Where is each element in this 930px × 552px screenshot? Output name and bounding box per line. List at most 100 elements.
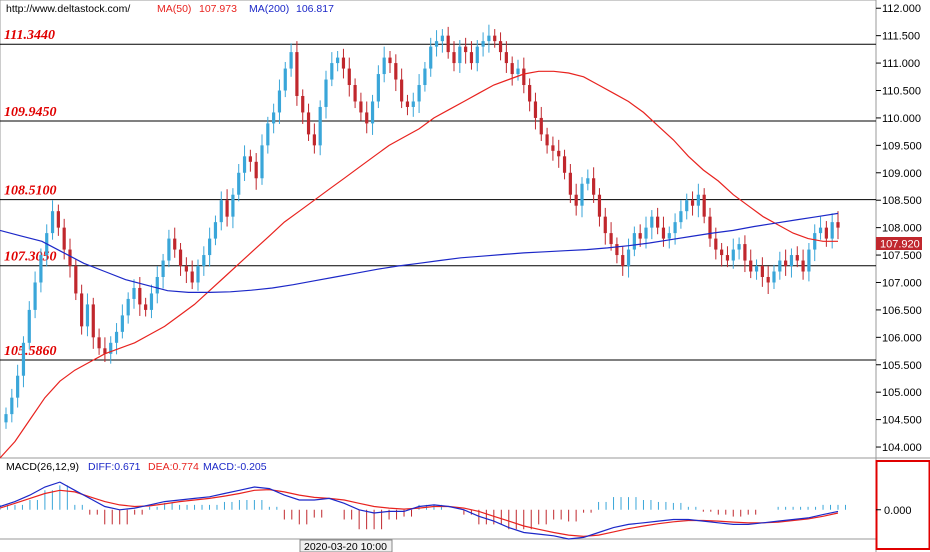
- candle: [225, 189, 229, 227]
- candle-body: [85, 304, 90, 327]
- candle-body: [766, 276, 770, 283]
- y-tick-label: 107.500: [882, 250, 922, 262]
- candle-body: [725, 255, 730, 261]
- candle-body: [16, 375, 20, 398]
- candle-body: [347, 68, 351, 86]
- candle-body: [109, 342, 113, 354]
- candle: [656, 207, 660, 235]
- candle: [306, 103, 311, 141]
- candle: [737, 237, 741, 260]
- y-tick-label: 105.500: [882, 360, 922, 372]
- candle: [196, 259, 200, 291]
- candle: [353, 78, 357, 109]
- candle-body: [97, 337, 101, 349]
- level-label: 105.5860: [4, 344, 57, 359]
- candle: [318, 100, 322, 156]
- candle: [568, 164, 572, 203]
- candle-body: [533, 101, 538, 118]
- candle: [592, 167, 596, 203]
- candle-body: [818, 227, 823, 234]
- candle: [446, 26, 450, 59]
- candle: [295, 41, 299, 106]
- macd-dea-label: DEA:0.774: [148, 461, 199, 473]
- candle: [801, 249, 805, 280]
- candle: [632, 226, 636, 257]
- candle: [498, 32, 503, 61]
- candle: [405, 94, 410, 116]
- candle: [836, 211, 840, 240]
- candle: [411, 92, 415, 117]
- candle: [324, 70, 328, 119]
- candle-body: [434, 41, 439, 47]
- candle: [173, 227, 177, 258]
- candle-body: [690, 200, 695, 206]
- candle-body: [306, 112, 311, 135]
- level-label: 111.3440: [4, 28, 55, 43]
- candle-body: [807, 249, 811, 272]
- candle-body: [813, 233, 817, 250]
- candle-body: [708, 216, 712, 239]
- candle: [429, 37, 433, 77]
- candle-body: [74, 266, 78, 294]
- current-price-tag: [876, 237, 922, 250]
- candle: [184, 257, 188, 284]
- candle-body: [242, 156, 247, 173]
- candle: [231, 188, 235, 229]
- y-tick-label: 111.500: [882, 31, 920, 43]
- candle: [359, 92, 363, 121]
- candle-body: [114, 331, 119, 343]
- candle-body: [161, 260, 165, 277]
- candle-body: [516, 68, 520, 75]
- candle: [557, 139, 561, 168]
- candle-body: [754, 266, 759, 272]
- candle: [522, 57, 526, 94]
- candle-body: [667, 233, 671, 239]
- candle: [690, 191, 695, 216]
- candle-body: [784, 260, 788, 267]
- y-tick-label: 108.000: [882, 223, 922, 235]
- candle-body: [318, 106, 322, 146]
- candle: [91, 297, 95, 349]
- candle-body: [138, 287, 142, 305]
- y-tick-label: 109.500: [882, 140, 922, 152]
- candle-body: [440, 35, 444, 42]
- candle-body: [178, 249, 183, 267]
- candle-body: [289, 52, 293, 69]
- candle-body: [225, 200, 229, 217]
- candle: [685, 193, 689, 220]
- candle-body: [167, 238, 171, 261]
- candle-body: [638, 233, 642, 239]
- candle-body: [359, 101, 363, 113]
- candle-body: [184, 266, 188, 272]
- candle-body: [789, 255, 794, 267]
- candle-body: [237, 172, 241, 195]
- candle-body: [621, 255, 625, 267]
- candle: [109, 336, 113, 364]
- candle-body: [272, 112, 276, 124]
- candle: [277, 79, 282, 124]
- candle: [400, 68, 404, 109]
- macd-title: MACD(26,12,9): [6, 461, 79, 473]
- ma200-label: MA(200): [249, 3, 289, 15]
- candle: [580, 177, 584, 218]
- candle-body: [91, 304, 95, 338]
- candle-body: [824, 227, 828, 239]
- candle: [27, 301, 31, 350]
- candle-body: [149, 293, 154, 310]
- candle: [347, 57, 351, 97]
- candle-body: [312, 134, 316, 146]
- candle-body: [405, 101, 410, 107]
- candle: [702, 188, 706, 224]
- macd-diff-label: DIFF:0.671: [88, 461, 141, 473]
- candle: [394, 54, 398, 92]
- candle-body: [196, 266, 200, 283]
- macd-y-tick-label: 0.000: [884, 505, 912, 517]
- candle: [85, 293, 90, 337]
- candle: [551, 136, 555, 161]
- candle: [289, 43, 293, 77]
- candle-body: [504, 52, 508, 64]
- candle-body: [50, 211, 55, 234]
- candle-body: [720, 249, 724, 256]
- candle: [4, 407, 8, 429]
- candle-body: [56, 211, 60, 228]
